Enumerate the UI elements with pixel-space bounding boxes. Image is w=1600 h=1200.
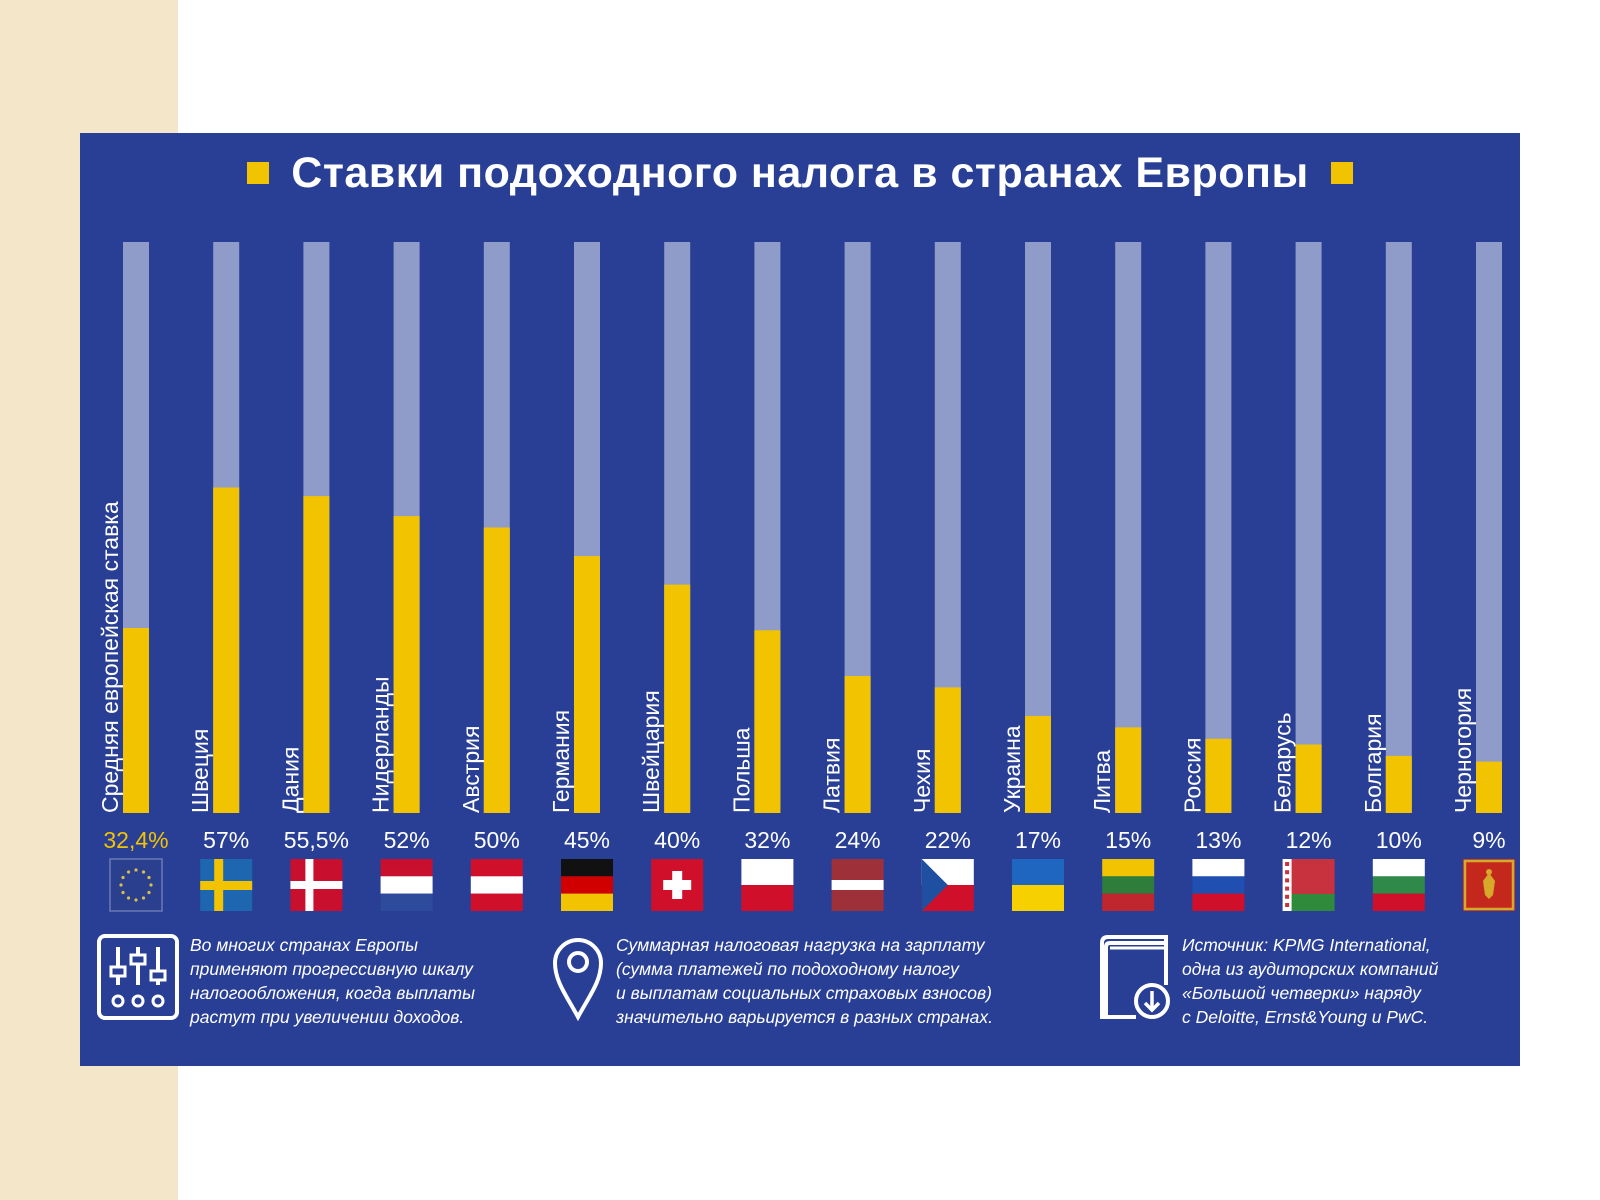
footer-note-source: Источник: KPMG International, одна из ау… — [1096, 933, 1438, 1029]
category-label: Дания — [277, 747, 303, 813]
footer-note-progressive: Во многих странах Европы применяют прогр… — [96, 933, 475, 1029]
category-label: Литва — [1089, 750, 1115, 813]
value-label: 50% — [474, 827, 520, 853]
map-pin-icon — [552, 938, 604, 1021]
category-label: Украина — [999, 725, 1025, 813]
value-label: 32% — [744, 827, 790, 853]
value-label: 10% — [1376, 827, 1422, 853]
bar — [754, 630, 781, 813]
russia-flag-icon — [1192, 859, 1245, 911]
footer-text-progressive: Во многих странах Европы применяют прогр… — [190, 935, 475, 1027]
category-label: Беларусь — [1270, 712, 1296, 813]
bar-track — [1295, 242, 1322, 813]
category-label: Болгария — [1360, 713, 1386, 813]
footer-text-source: Источник: KPMG International, одна из ау… — [1182, 935, 1439, 1027]
bar — [303, 496, 330, 813]
value-label: 55,5% — [284, 827, 349, 853]
netherlands-flag-icon — [380, 859, 433, 911]
sweden-flag-icon — [200, 859, 253, 911]
bar — [574, 556, 600, 813]
bar — [844, 675, 871, 813]
bar — [123, 627, 149, 813]
bar-chart: Средняя европейская ставка 32,4% Швеция 57%… — [97, 242, 1515, 912]
bar — [1476, 761, 1502, 813]
category-label: Чехия — [909, 749, 935, 813]
title-marker-right — [1330, 162, 1353, 184]
poland-flag-icon — [741, 859, 794, 911]
value-label: 32,4% — [103, 827, 168, 853]
eu-flag-icon — [109, 858, 163, 912]
bar — [393, 516, 420, 813]
category-label: Швейцария — [638, 690, 664, 813]
lithuania-flag-icon — [1102, 859, 1155, 911]
title-marker-left — [247, 162, 270, 184]
category-label: Черногория — [1450, 688, 1476, 813]
value-label: 13% — [1195, 827, 1241, 853]
czechia-flag-icon — [921, 859, 974, 911]
value-label: 52% — [384, 827, 430, 853]
category-label: Нидерланды — [368, 676, 394, 813]
category-label: Швеция — [187, 729, 213, 813]
belarus-flag-icon — [1282, 859, 1335, 911]
chart-title: Ставки подоходного налога в странах Евро… — [291, 148, 1309, 197]
footer-note-burden: Суммарная налоговая нагрузка на зарплату… — [550, 933, 993, 1029]
bulgaria-flag-icon — [1372, 859, 1425, 911]
bar-track — [1205, 242, 1232, 813]
bar — [483, 527, 510, 813]
category-label: Германия — [548, 710, 574, 813]
bar-track — [1385, 242, 1412, 813]
bar-track — [1115, 242, 1142, 813]
book-download-icon — [1100, 935, 1170, 1019]
bar — [1295, 744, 1322, 813]
bar-track — [1476, 242, 1502, 813]
category-label: Австрия — [458, 726, 484, 813]
ukraine-flag-icon — [1012, 859, 1064, 911]
bar — [1115, 727, 1142, 813]
bar — [934, 687, 961, 813]
infographic-panel: Ставки подоходного налога в странах Евро… — [80, 133, 1520, 1066]
value-label: 40% — [654, 827, 700, 853]
value-label: 22% — [925, 827, 971, 853]
value-label: 12% — [1286, 827, 1332, 853]
bar — [1205, 738, 1232, 813]
footer-text-burden: Суммарная налоговая нагрузка на зарплату… — [616, 935, 993, 1027]
category-label: Россия — [1179, 738, 1205, 813]
bar — [664, 584, 691, 813]
montenegro-flag-icon — [1463, 859, 1515, 911]
switzerland-flag-icon — [651, 859, 704, 911]
sliders-icon — [97, 934, 179, 1020]
bar — [213, 487, 240, 813]
category-label: Польша — [728, 727, 754, 813]
value-label: 45% — [564, 827, 610, 853]
denmark-flag-icon — [290, 859, 343, 911]
bar — [1385, 755, 1412, 813]
germany-flag-icon — [561, 859, 613, 911]
category-label: Латвия — [819, 738, 845, 813]
bar — [1025, 715, 1051, 813]
category-label: Средняя европейская ставка — [97, 501, 123, 813]
value-label: 24% — [835, 827, 881, 853]
value-label: 9% — [1472, 827, 1505, 853]
austria-flag-icon — [470, 859, 523, 911]
value-label: 15% — [1105, 827, 1151, 853]
value-label: 17% — [1015, 827, 1061, 853]
value-label: 57% — [203, 827, 249, 853]
title-row: Ставки подоходного налога в странах Евро… — [80, 133, 1520, 213]
latvia-flag-icon — [831, 859, 884, 911]
